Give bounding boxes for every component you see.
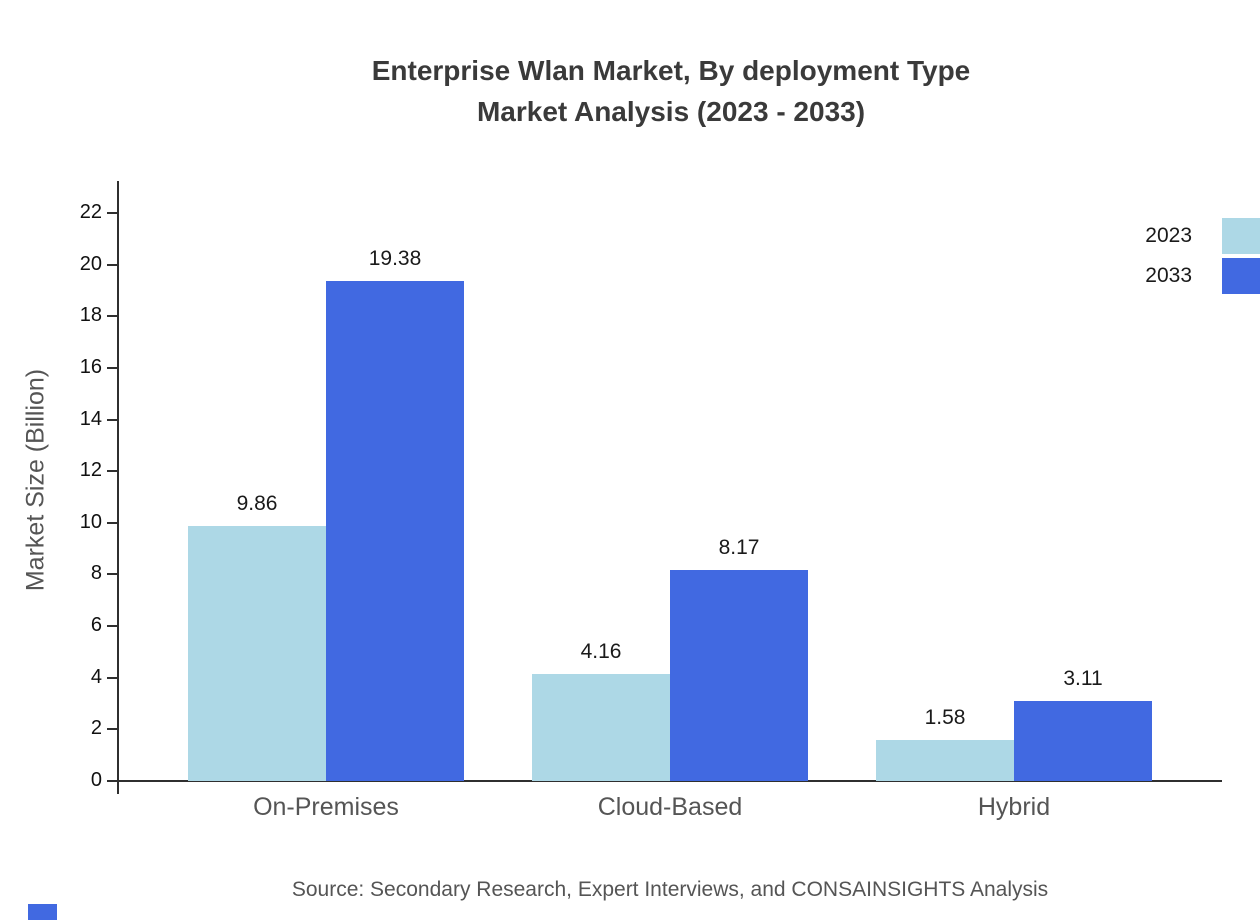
y-tick-mark	[107, 418, 117, 421]
y-tick-mark	[107, 212, 117, 214]
y-tick-mark	[107, 625, 117, 628]
y-tick-mark	[107, 728, 117, 731]
legend: 2023 2033	[1145, 216, 1260, 296]
chart-title: Enterprise Wlan Market, By deployment Ty…	[120, 50, 1222, 132]
y-tick-label: 20	[79, 252, 102, 275]
bar-value-label: 1.58	[924, 706, 966, 730]
y-tick-label: 6	[90, 614, 102, 637]
brand-mark	[28, 904, 57, 920]
bar-2033-cloud-based	[670, 570, 808, 781]
legend-label: 2033	[1145, 264, 1192, 287]
source-note: Source: Secondary Research, Expert Inter…	[291, 878, 1049, 901]
category-label: On-Premises	[253, 793, 399, 821]
bar-value-label: 4.16	[580, 639, 622, 663]
legend-swatch	[1222, 258, 1260, 294]
y-tick-label: 8	[90, 562, 102, 585]
category-label: Hybrid	[977, 793, 1051, 821]
legend-item: 2033	[1145, 256, 1260, 296]
bar-value-label: 3.11	[1063, 666, 1103, 690]
y-tick-label: 16	[79, 355, 102, 378]
bar-value-label: 8.17	[718, 536, 760, 560]
y-tick-mark	[107, 573, 117, 576]
y-tick-mark	[107, 780, 117, 782]
y-tick-mark	[107, 676, 117, 679]
category-label: Cloud-Based	[597, 793, 743, 821]
y-tick-label: 22	[79, 201, 102, 223]
y-tick-label: 0	[90, 769, 102, 791]
y-tick-mark	[107, 366, 117, 369]
y-tick-label: 18	[79, 304, 102, 327]
y-axis-line	[117, 181, 119, 794]
chart-title-line1: Enterprise Wlan Market, By deployment Ty…	[371, 55, 971, 86]
y-tick-mark	[107, 470, 117, 473]
bar-value-label: 19.38	[368, 246, 422, 270]
bar-2023-on-premises	[188, 526, 326, 781]
y-tick-label: 2	[90, 717, 102, 740]
x-axis-line	[117, 780, 1222, 782]
y-tick-label: 12	[79, 459, 102, 482]
bar-2033-hybrid	[1014, 700, 1152, 781]
bar-2023-cloud-based	[532, 673, 670, 781]
legend-swatch	[1222, 218, 1260, 254]
y-tick-mark	[107, 263, 117, 266]
y-tick-label: 10	[79, 510, 102, 533]
chart-title-line2: Market Analysis (2023 - 2033)	[476, 96, 866, 127]
y-tick-label: 14	[79, 407, 102, 430]
y-tick-label: 4	[90, 665, 102, 688]
legend-label: 2023	[1145, 224, 1192, 247]
bar-2023-hybrid	[876, 740, 1014, 781]
bar-value-label: 9.86	[236, 492, 278, 516]
bar-2033-on-premises	[326, 280, 464, 781]
legend-item: 2023	[1145, 216, 1260, 256]
y-tick-mark	[107, 315, 117, 318]
y-tick-mark	[107, 521, 117, 524]
